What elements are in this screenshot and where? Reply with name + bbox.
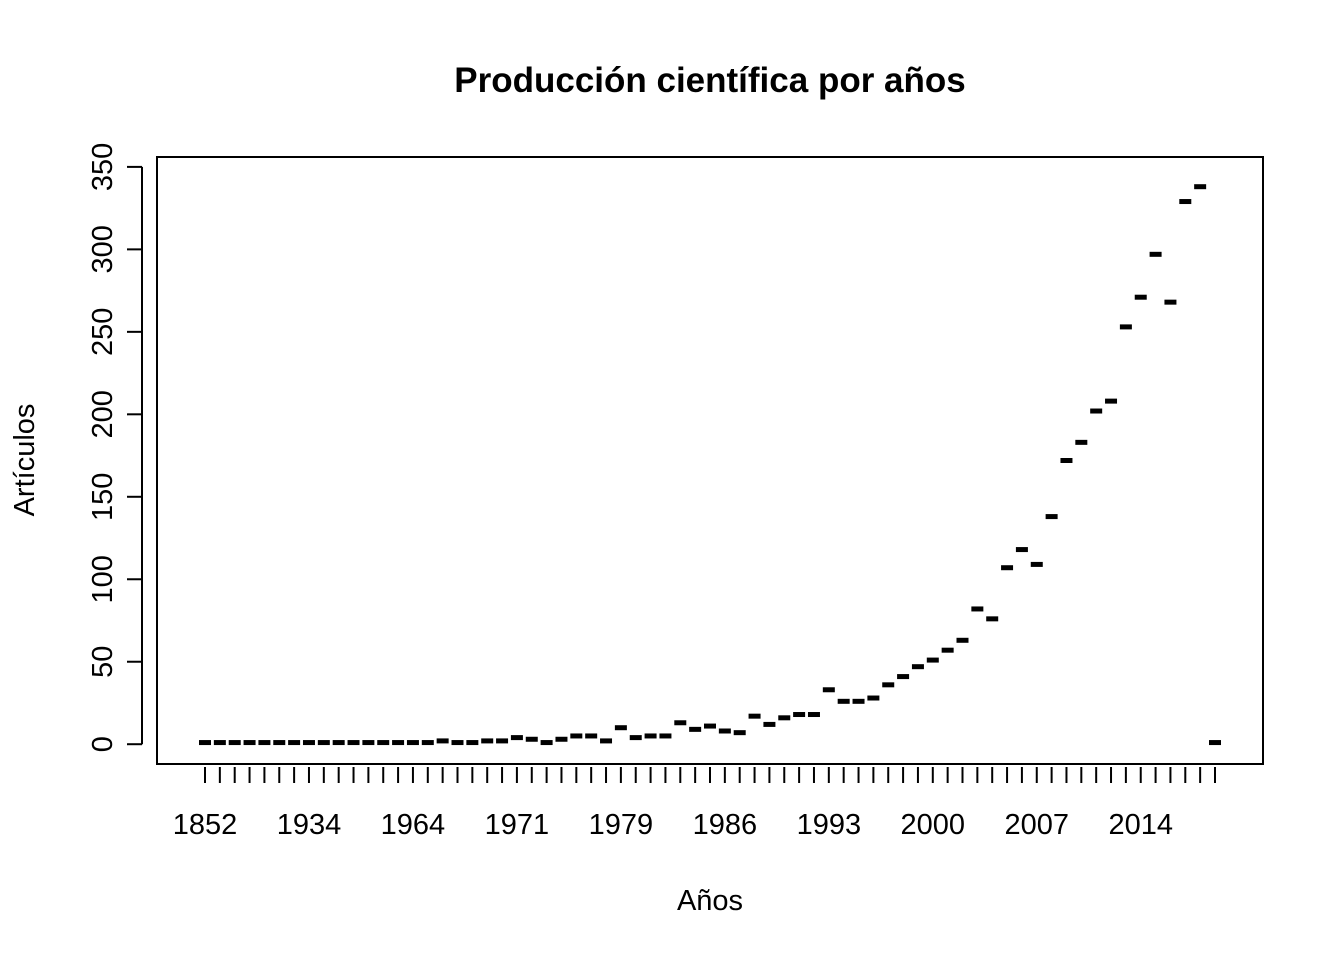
- x-tick-label: 2000: [901, 809, 966, 841]
- x-tick-label: 2014: [1108, 809, 1173, 841]
- x-tick-label: 1993: [797, 809, 862, 841]
- y-tick-label: 200: [87, 390, 119, 438]
- y-tick-label: 50: [87, 646, 119, 678]
- x-tick-label: 1971: [485, 809, 550, 841]
- y-tick-label: 100: [87, 555, 119, 603]
- x-tick-label: 2007: [1005, 809, 1070, 841]
- data-points: [199, 184, 1221, 746]
- y-axis-label: Artículos: [9, 404, 41, 517]
- y-tick-label: 350: [87, 143, 119, 191]
- y-tick-label: 250: [87, 308, 119, 356]
- chart-title: Producción científica por años: [454, 61, 965, 100]
- y-tick-label: 300: [87, 225, 119, 273]
- y-axis: 0 50 100 150 200 250 300 350: [87, 143, 143, 752]
- plot-frame: [156, 156, 1264, 765]
- x-axis: 1852 1934 1964 1971 1979 1986 1993 2000 2007 2014: [173, 767, 1216, 841]
- x-tick-label: 1964: [381, 809, 446, 841]
- y-tick-label: 0: [87, 736, 119, 752]
- x-tick-label: 1979: [589, 809, 654, 841]
- x-tick-label: 1986: [693, 809, 758, 841]
- x-axis-label: Años: [677, 885, 743, 917]
- y-tick-label: 150: [87, 473, 119, 521]
- x-tick-label: 1934: [277, 809, 342, 841]
- x-tick-label: 1852: [173, 809, 238, 841]
